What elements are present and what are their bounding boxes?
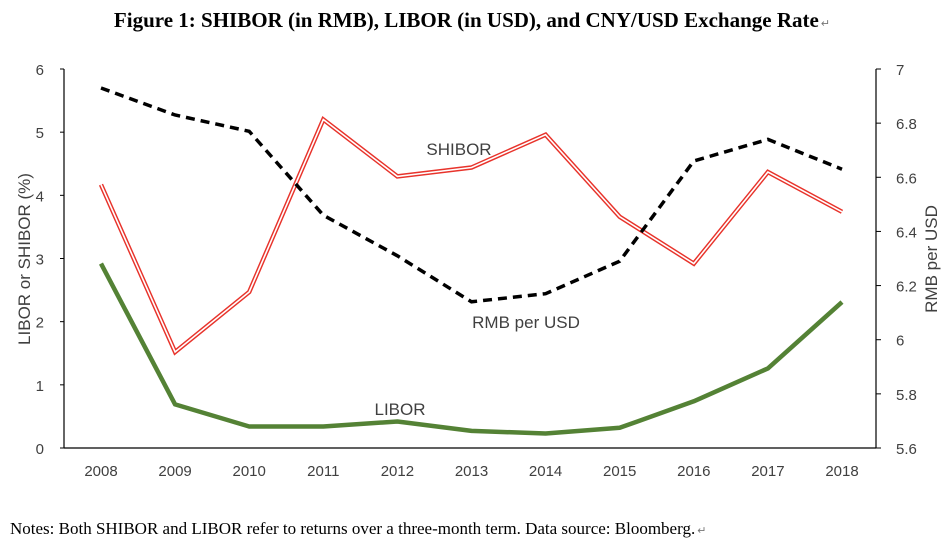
x-tick-label: 2013 — [455, 463, 488, 480]
right-y-tick-label: 6.6 — [896, 170, 917, 187]
right-y-tick-label: 6.2 — [896, 279, 917, 296]
x-tick-label: 2016 — [677, 463, 710, 480]
x-tick-label: 2017 — [751, 463, 784, 480]
axes: 0 1 2 3 4 5 6 5.6 5.8 6 6.2 6.4 6.6 6.8 7 2008 2009 2010 2… — [15, 62, 941, 480]
libor-label: LIBOR — [374, 400, 425, 419]
series-lines — [98, 86, 844, 436]
x-tick-label: 2011 — [307, 463, 339, 480]
left-y-tick-label: 1 — [36, 378, 44, 395]
x-tick-label: 2014 — [529, 463, 562, 480]
y-axis-title: LIBOR or SHIBOR (%) — [15, 173, 34, 345]
x-tick-label: 2015 — [603, 463, 636, 480]
shibor-line-inner — [100, 118, 843, 354]
series-labels: SHIBOR RMB per USD LIBOR — [374, 140, 579, 419]
rmb-per-usd-label: RMB per USD — [472, 313, 580, 332]
y2-axis-title: RMB per USD — [922, 205, 941, 313]
right-y-tick-label: 7 — [896, 62, 904, 79]
left-y-tick-label: 6 — [36, 62, 44, 79]
shibor-label: SHIBOR — [426, 140, 491, 159]
left-y-tick-label: 4 — [36, 188, 44, 205]
right-y-tick-label: 6 — [896, 333, 904, 350]
x-tick-label: 2018 — [825, 463, 858, 480]
x-tick-label: 2009 — [158, 463, 191, 480]
left-y-tick-label: 2 — [36, 315, 44, 332]
libor-line — [99, 262, 844, 436]
chart: 0 1 2 3 4 5 6 5.6 5.8 6 6.2 6.4 6.6 6.8 7 2008 2009 2010 2… — [15, 62, 941, 480]
rmb-per-usd-line — [100, 86, 843, 304]
left-y-tick-label: 3 — [36, 252, 44, 269]
chart-notes: Notes: Both SHIBOR and LIBOR refer to re… — [10, 519, 707, 538]
right-y-tick-label: 5.6 — [896, 441, 917, 458]
x-tick-label: 2012 — [381, 463, 414, 480]
right-y-tick-label: 6.4 — [896, 224, 917, 241]
left-y-tick-label: 5 — [36, 125, 44, 142]
left-y-tick-label: 0 — [36, 441, 44, 458]
x-tick-label: 2010 — [233, 463, 266, 480]
x-tick-label: 2008 — [84, 463, 117, 480]
right-y-tick-label: 6.8 — [896, 116, 917, 133]
right-y-tick-label: 5.8 — [896, 387, 917, 404]
chart-title: Figure 1: SHIBOR (in RMB), LIBOR (in USD… — [113, 8, 831, 32]
